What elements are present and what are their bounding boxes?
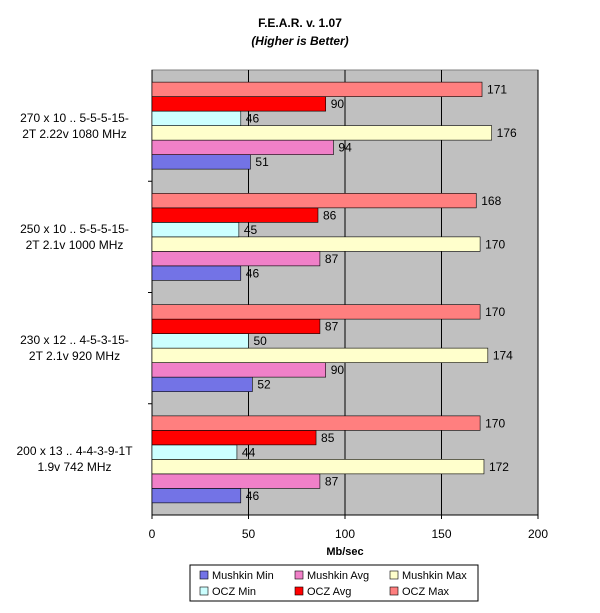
bar <box>151 222 240 238</box>
x-tick-label: 50 <box>242 527 256 541</box>
value-label: 87 <box>325 474 339 488</box>
value-label: 168 <box>481 194 501 208</box>
value-label: 94 <box>338 141 352 155</box>
bar <box>151 459 485 475</box>
bar <box>151 207 319 223</box>
value-label: 87 <box>325 320 339 334</box>
value-label: 87 <box>325 252 339 266</box>
legend-label: Mushkin Avg <box>307 570 369 582</box>
value-label: 46 <box>246 489 260 503</box>
bar <box>151 333 249 349</box>
bar <box>151 81 483 97</box>
legend-label: Mushkin Max <box>402 570 467 582</box>
value-label: 170 <box>485 305 505 319</box>
value-label: 171 <box>487 83 507 97</box>
value-label: 170 <box>485 237 505 251</box>
value-label: 46 <box>246 266 260 280</box>
bar <box>151 251 321 267</box>
bar <box>151 265 242 281</box>
value-label: 174 <box>493 349 513 363</box>
bar <box>151 415 481 431</box>
bar <box>151 139 334 155</box>
bar <box>151 473 321 489</box>
y-tick-label: 250 x 10 .. 5-5-5-15- 2T 2.1v 1000 MHz <box>20 221 129 252</box>
value-label: 172 <box>489 460 509 474</box>
bar <box>151 96 326 112</box>
x-tick-label: 200 <box>528 527 548 541</box>
value-label: 52 <box>257 378 271 392</box>
bar <box>151 125 492 141</box>
bar <box>151 488 242 504</box>
legend-label: OCZ Min <box>212 586 256 598</box>
bar <box>151 154 251 170</box>
bar <box>151 193 477 209</box>
x-tick-label: 150 <box>431 527 451 541</box>
bar <box>151 376 253 392</box>
bar <box>151 347 489 363</box>
bar <box>151 318 321 334</box>
value-label: 90 <box>331 363 345 377</box>
bar <box>151 110 242 126</box>
value-label: 86 <box>323 208 337 222</box>
y-tick-label: 230 x 12 .. 4-5-3-15- 2T 2.1v 920 MHz <box>20 333 129 364</box>
value-label: 170 <box>485 416 505 430</box>
legend-label: Mushkin Min <box>212 570 274 582</box>
legend-swatch <box>389 586 399 596</box>
value-label: 176 <box>497 126 517 140</box>
legend-label: OCZ Avg <box>307 586 351 598</box>
value-label: 90 <box>331 97 345 111</box>
legend-swatch <box>294 586 304 596</box>
y-tick-label: 270 x 10 .. 5-5-5-15- 2T 2.22v 1080 MHz <box>20 110 129 141</box>
bar <box>151 236 481 252</box>
value-label: 85 <box>321 431 335 445</box>
chart-title: F.E.A.R. v. 1.07 <box>258 16 342 30</box>
value-label: 44 <box>242 445 256 459</box>
legend-label: OCZ Max <box>402 586 450 598</box>
legend-swatch <box>294 570 304 580</box>
x-tick-label: 0 <box>149 527 156 541</box>
legend-swatch <box>199 570 209 580</box>
value-label: 50 <box>254 334 268 348</box>
legend-swatch <box>389 570 399 580</box>
legend-swatch <box>199 586 209 596</box>
legend <box>189 564 479 602</box>
bar <box>151 444 238 460</box>
x-tick-label: 100 <box>335 527 355 541</box>
x-axis-label: Mb/sec <box>326 546 363 558</box>
value-label: 46 <box>246 112 260 126</box>
bar <box>151 362 326 378</box>
y-tick-label: 200 x 13 .. 4-4-3-9-1T 1.9v 742 MHz <box>16 444 133 475</box>
bar <box>151 430 317 446</box>
value-label: 45 <box>244 223 258 237</box>
value-label: 51 <box>255 155 269 169</box>
chart-subtitle: (Higher is Better) <box>251 34 348 48</box>
bar <box>151 304 481 320</box>
